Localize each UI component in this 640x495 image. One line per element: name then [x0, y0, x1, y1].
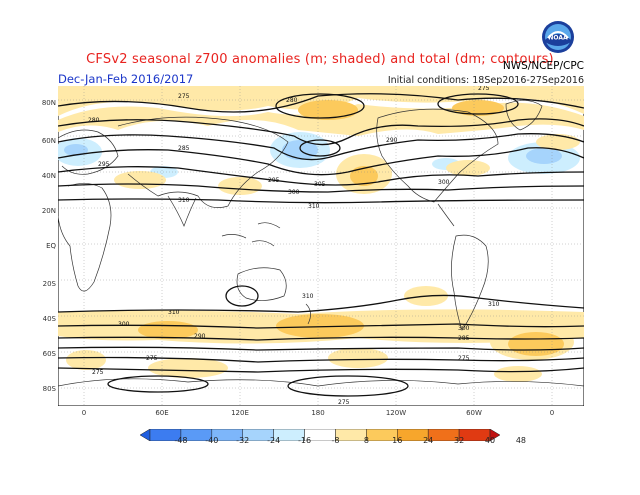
contour-label-270a: 275: [146, 355, 158, 362]
lat-label-80n: 80N: [41, 99, 56, 107]
lat-label-80s: 80S: [42, 385, 56, 393]
svg-text:NOAA: NOAA: [548, 35, 568, 42]
contour-label-305a: 305: [314, 181, 326, 188]
contour-label-310e: 310: [168, 309, 180, 316]
initial-conditions-label: Initial conditions: 18Sep2016-27Sep2016: [387, 75, 584, 86]
lon-label-120e: 120E: [231, 409, 249, 417]
contour-label-300c: 300: [118, 321, 130, 328]
contour-label-300d: 300: [458, 325, 470, 332]
lat-label-40n: 40N: [41, 172, 56, 180]
colorbar-tick-label: 8: [363, 436, 369, 445]
lon-label-60e: 60E: [155, 409, 169, 417]
lon-label-180: 180: [311, 409, 325, 417]
contour-label-270b: 275: [92, 369, 104, 376]
contour-label-310d: 310: [488, 301, 500, 308]
contour-label-310b: 310: [308, 203, 320, 210]
contour-label-290b: 290: [194, 333, 206, 340]
contour-label-280a: 280: [286, 97, 298, 104]
colorbar-tick-label: 32: [453, 436, 465, 445]
contour-label-290a: 290: [386, 137, 398, 144]
lat-label-eq: EQ: [46, 242, 56, 250]
colorbar-tick-label: -24: [267, 436, 281, 445]
contour-label-310a: 310: [178, 197, 190, 204]
colorbar-swatch: [335, 428, 367, 442]
contour-label-295b: 295: [268, 177, 280, 184]
lat-label-60n: 60N: [41, 137, 56, 145]
contour-label-275a: 275: [178, 93, 190, 100]
lon-label-120w: 120W: [385, 409, 407, 417]
contour-label-275b: 275: [478, 86, 490, 92]
contour-label-295a: 295: [98, 161, 110, 168]
chart-title: CFSv2 seasonal z700 anomalies (m; shaded…: [86, 52, 554, 67]
colorbar-tick-label: -32: [236, 436, 250, 445]
anomaly-map: 275 280 280 285 290 295 295 300 300 305 …: [54, 85, 585, 410]
season-label: Dec-Jan-Feb 2016/2017: [58, 72, 194, 86]
colorbar-tick-label: -16: [297, 436, 312, 445]
organization-label: NWS/NCEP/CPC: [502, 60, 584, 72]
noaa-logo: NOAA: [541, 20, 575, 58]
colorbar-tick-label: -48: [174, 436, 188, 445]
colorbar-tick-label: 24: [423, 436, 434, 445]
colorbar-tick-label: 40: [484, 436, 496, 445]
colorbar-tick-label: -8: [331, 436, 340, 445]
lat-label-60s: 60S: [42, 350, 56, 358]
colorbar-swatch: [139, 428, 151, 442]
lat-label-40s: 40S: [42, 315, 56, 323]
contour-label-300b: 300: [438, 179, 450, 186]
colorbar: [139, 426, 501, 445]
lon-label-0b: 0: [549, 409, 555, 417]
colorbar-tick-label: 16: [392, 436, 403, 445]
colorbar-tick-label: 48: [515, 436, 526, 445]
contour-label-285b: 285: [458, 335, 470, 342]
contour-label-280b: 280: [88, 117, 100, 124]
lon-label-60w: 60W: [466, 409, 482, 417]
contour-label-275c: 275: [458, 355, 470, 362]
contour-label-310c: 310: [302, 293, 314, 300]
colorbar-tick-label: -40: [205, 436, 219, 445]
lat-label-20s: 20S: [42, 280, 56, 288]
colorbar-swatch: [489, 428, 501, 442]
contour-label-300a: 300: [288, 189, 300, 196]
lat-label-20n: 20N: [41, 207, 56, 215]
contour-label-270c: 275: [338, 399, 350, 406]
contour-label-285a: 285: [178, 145, 190, 152]
lon-label-0a: 0: [81, 409, 87, 417]
